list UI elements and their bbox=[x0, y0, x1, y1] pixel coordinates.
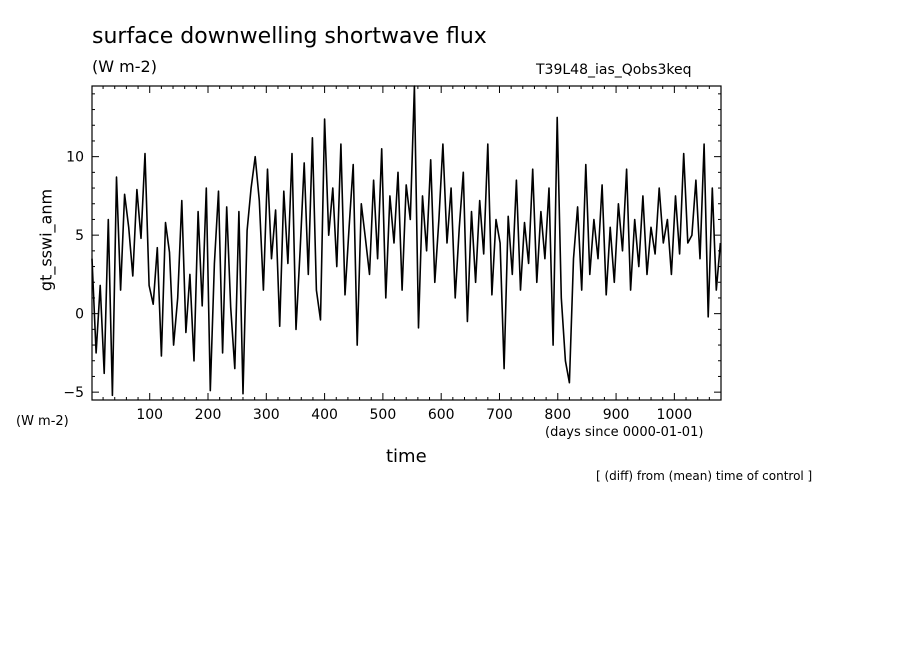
x-ticks: 100 200 300 400 500 600 700 800 900 1000 bbox=[102, 86, 710, 423]
x-tick-label: 900 bbox=[603, 407, 630, 423]
footnote: [ (diff) from (mean) time of control ] bbox=[596, 469, 813, 483]
x-tick-label: 600 bbox=[428, 407, 455, 423]
x-tick-label: 800 bbox=[544, 407, 571, 423]
y-tick-label: 5 bbox=[75, 228, 84, 244]
y-tick-label: 0 bbox=[75, 307, 84, 323]
x-tick-label: 400 bbox=[311, 407, 338, 423]
plot-frame bbox=[91, 85, 722, 401]
x-axis-units: (days since 0000-01-01) bbox=[545, 425, 704, 440]
x-tick-label: 1000 bbox=[657, 407, 693, 423]
x-tick-label: 200 bbox=[195, 407, 222, 423]
y-tick-label: 10 bbox=[66, 150, 84, 166]
chart-title: surface downwelling shortwave flux bbox=[92, 24, 487, 49]
y-tick-label: −5 bbox=[63, 385, 84, 401]
series-line bbox=[91, 85, 722, 397]
x-tick-label: 700 bbox=[486, 407, 513, 423]
run-label: T39L48_ias_Qobs3keq bbox=[536, 62, 692, 78]
x-tick-label: 100 bbox=[136, 407, 163, 423]
chart-units: (W m-2) bbox=[92, 57, 157, 76]
x-tick-label: 500 bbox=[370, 407, 397, 423]
x-axis-label: time bbox=[386, 446, 427, 467]
x-tick-label: 300 bbox=[253, 407, 280, 423]
y-axis-units: (W m-2) bbox=[16, 414, 69, 429]
